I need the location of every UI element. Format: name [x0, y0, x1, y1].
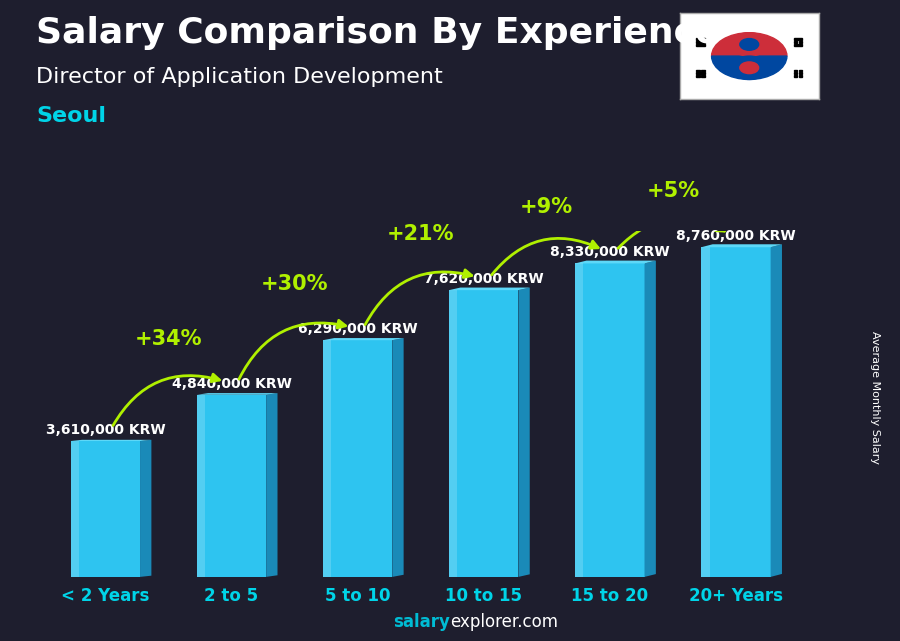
Bar	[697, 72, 705, 74]
Text: +5%: +5%	[646, 181, 699, 201]
Bar	[798, 41, 802, 43]
Text: explorer.com: explorer.com	[450, 613, 558, 631]
Bar	[197, 395, 205, 577]
Bar	[794, 72, 797, 74]
Polygon shape	[140, 440, 151, 577]
Bar	[794, 75, 797, 77]
Text: +21%: +21%	[387, 224, 454, 244]
Polygon shape	[701, 244, 782, 247]
Text: 6,290,000 KRW: 6,290,000 KRW	[298, 322, 418, 337]
Text: 7,620,000 KRW: 7,620,000 KRW	[424, 272, 544, 286]
FancyArrowPatch shape	[365, 270, 472, 324]
Text: +9%: +9%	[520, 197, 573, 217]
Bar	[323, 340, 331, 577]
Text: 8,330,000 KRW: 8,330,000 KRW	[550, 246, 670, 260]
Bar	[323, 340, 392, 577]
Polygon shape	[392, 338, 403, 577]
Polygon shape	[518, 288, 530, 577]
Polygon shape	[449, 288, 530, 290]
Bar	[697, 38, 705, 40]
Text: salary: salary	[393, 613, 450, 631]
Bar	[449, 290, 518, 577]
Text: Average Monthly Salary: Average Monthly Salary	[869, 331, 880, 464]
Polygon shape	[323, 338, 403, 340]
Text: +34%: +34%	[135, 329, 202, 349]
Wedge shape	[712, 56, 787, 79]
Circle shape	[740, 62, 759, 74]
Bar	[701, 247, 770, 577]
Text: +30%: +30%	[261, 274, 328, 294]
Bar	[71, 441, 79, 577]
Bar	[697, 41, 705, 43]
Bar	[697, 44, 705, 46]
Bar	[575, 263, 583, 577]
Polygon shape	[197, 393, 277, 395]
Text: Salary Comparison By Experience: Salary Comparison By Experience	[36, 16, 719, 50]
Bar	[794, 41, 797, 43]
Bar	[71, 441, 140, 577]
Bar	[701, 75, 705, 77]
Bar	[798, 75, 802, 77]
Polygon shape	[770, 244, 782, 577]
Bar	[701, 70, 705, 71]
Bar	[798, 72, 802, 74]
Text: 4,840,000 KRW: 4,840,000 KRW	[172, 377, 292, 391]
Bar	[449, 290, 457, 577]
FancyArrowPatch shape	[618, 218, 724, 248]
Polygon shape	[71, 440, 151, 441]
Bar	[701, 247, 709, 577]
Bar	[697, 70, 700, 71]
FancyArrowPatch shape	[491, 238, 598, 275]
Wedge shape	[712, 33, 787, 56]
Polygon shape	[644, 261, 656, 577]
Circle shape	[731, 56, 768, 79]
Text: Seoul: Seoul	[36, 106, 106, 126]
Circle shape	[740, 38, 759, 50]
Bar	[575, 263, 644, 577]
Text: Director of Application Development: Director of Application Development	[36, 67, 443, 87]
Bar	[197, 395, 266, 577]
Text: 3,610,000 KRW: 3,610,000 KRW	[46, 423, 166, 437]
Bar	[794, 70, 797, 71]
Bar	[798, 70, 802, 71]
Bar	[794, 38, 802, 40]
FancyArrowPatch shape	[113, 374, 220, 426]
Polygon shape	[575, 261, 656, 263]
Circle shape	[731, 33, 768, 56]
Bar	[794, 44, 802, 46]
Bar	[697, 75, 700, 77]
Text: 8,760,000 KRW: 8,760,000 KRW	[676, 229, 796, 244]
FancyArrowPatch shape	[239, 320, 346, 379]
Polygon shape	[266, 393, 277, 577]
